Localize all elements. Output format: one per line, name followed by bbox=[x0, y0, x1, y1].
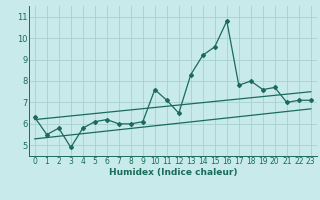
X-axis label: Humidex (Indice chaleur): Humidex (Indice chaleur) bbox=[108, 168, 237, 177]
